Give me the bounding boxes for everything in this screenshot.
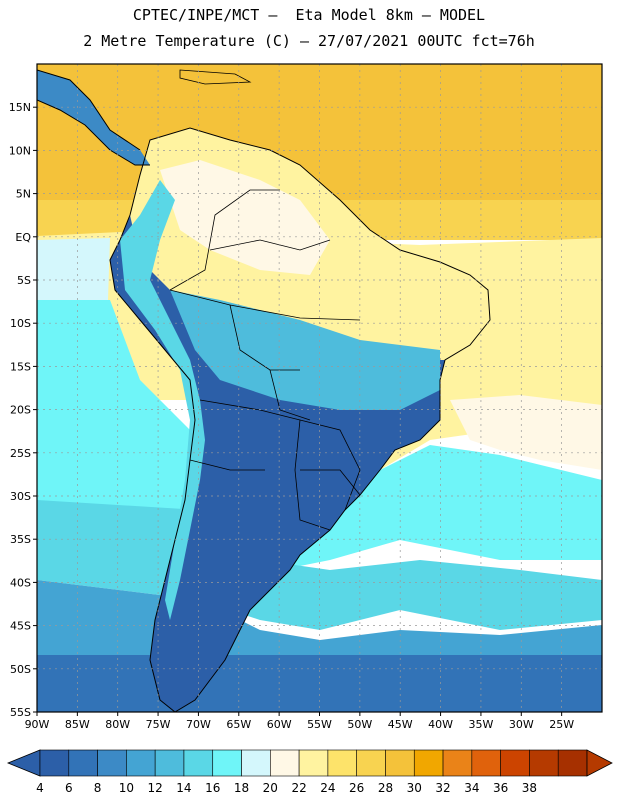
latitude-labels: 15N 10N 5N EQ 5S 10S 15S 20S 25S 30S 35S 40S 45S 50S 5… <box>9 101 37 719</box>
colorbar-tick-label: 14 <box>176 781 191 795</box>
colorbar-tick-label: 38 <box>522 781 537 795</box>
colorbar-box <box>557 749 588 777</box>
colorbar-tick-label: 22 <box>291 781 306 795</box>
lat-tick-label: 40S <box>10 576 31 589</box>
lon-tick-label: 80W <box>105 718 130 731</box>
colorbar-tick-label: 16 <box>205 781 220 795</box>
lat-tick-label: 5N <box>16 188 31 201</box>
lat-tick-label: 10S <box>10 317 31 330</box>
ocean-band-light-atlantic <box>450 395 602 470</box>
lon-tick-label: 85W <box>65 718 90 731</box>
lat-tick-label: 5S <box>17 274 31 287</box>
colorbar-box <box>97 749 127 777</box>
central-america <box>37 70 150 165</box>
colorbar-tick-label: 30 <box>407 781 422 795</box>
lat-tick-label: 25S <box>10 447 31 460</box>
colorbar-box <box>385 749 415 777</box>
lon-tick-label: 70W <box>186 718 211 731</box>
colorbar-tick-label: 6 <box>65 781 73 795</box>
lat-tick-label: 45S <box>10 620 31 633</box>
colorbar-tick-label: 8 <box>94 781 102 795</box>
lat-tick-label: 20S <box>10 404 31 417</box>
colorbar-box <box>413 749 444 777</box>
colorbar-low-arrow <box>6 749 41 777</box>
central-america-coast <box>37 69 150 166</box>
colorbar-box <box>270 749 300 777</box>
lon-tick-label: 60W <box>267 718 292 731</box>
lon-tick-label: 35W <box>468 718 493 731</box>
colorbar-box <box>442 749 473 777</box>
map-title-line-1: CPTEC/INPE/MCT – Eta Model 8km – MODEL <box>132 6 486 24</box>
colorbar-tick-label: 18 <box>234 781 249 795</box>
lon-tick-label: 65W <box>226 718 251 731</box>
ocean-band-pale <box>37 238 110 305</box>
lon-tick-label: 25W <box>549 718 574 731</box>
colorbar-box <box>212 749 242 777</box>
temperature-colorbar: 4 6 8 10 12 14 16 18 20 22 24 26 28 30 32 34 36 38 <box>6 749 613 795</box>
lat-tick-label: 15S <box>10 360 31 373</box>
lat-tick-label: 15N <box>9 101 31 114</box>
andes-cyan-strip <box>120 180 205 620</box>
colorbar-tick-label: 26 <box>349 781 364 795</box>
lat-lon-grid <box>37 64 602 712</box>
lon-tick-label: 55W <box>307 718 332 731</box>
colorbar-labels: 4 6 8 10 12 14 16 18 20 22 24 26 28 30 32 34 36 38 <box>36 781 537 795</box>
colorbar-tick-label: 34 <box>464 781 479 795</box>
colorbar-box <box>68 749 98 777</box>
coastline <box>109 127 491 712</box>
lat-tick-label: 35S <box>10 533 31 546</box>
colorbar-tick-label: 24 <box>320 781 335 795</box>
ocean-band-cyan <box>37 300 602 570</box>
lat-tick-label: 50S <box>10 663 31 676</box>
colorbar-tick-label: 36 <box>493 781 508 795</box>
lat-tick-label: 10N <box>9 144 31 157</box>
lon-tick-label: 90W <box>25 718 50 731</box>
colorbar-tick-label: 12 <box>148 781 163 795</box>
caribbean-islands <box>179 69 252 85</box>
colorbar-box <box>154 749 185 777</box>
colorbar-tick-label: 28 <box>378 781 393 795</box>
country-borders <box>169 189 361 531</box>
colorbar-boxes <box>6 749 613 777</box>
colorbar-box <box>241 749 271 777</box>
longitude-labels: 90W 85W 80W 75W 70W 65W 60W 55W 50W 45W 40W 35W 30W 2… <box>25 712 574 731</box>
map-title-line-2: 2 Metre Temperature (C) – 27/07/2021 00U… <box>83 32 535 50</box>
colorbar-box <box>298 749 329 777</box>
colorbar-box <box>39 749 70 777</box>
colorbar-box <box>183 749 214 777</box>
continent-central-cyan <box>170 290 440 410</box>
colorbar-box <box>327 749 357 777</box>
colorbar-tick-label: 4 <box>36 781 44 795</box>
colorbar-tick-label: 20 <box>263 781 278 795</box>
temperature-map: 15N 10N 5N EQ 5S 10S 15S 20S 25S 30S 35S 40S 45S 50S 5… <box>9 63 603 731</box>
colorbar-box <box>126 749 156 777</box>
colorbar-box <box>529 749 559 777</box>
lon-tick-label: 75W <box>146 718 171 731</box>
colorbar-tick-label: 32 <box>435 781 450 795</box>
colorbar-tick-label: 10 <box>119 781 134 795</box>
lon-tick-label: 45W <box>388 718 413 731</box>
lat-tick-label: 55S <box>10 706 31 719</box>
colorbar-box <box>471 749 501 777</box>
lon-tick-label: 50W <box>347 718 372 731</box>
lat-tick-label: 30S <box>10 490 31 503</box>
colorbar-box <box>500 749 530 777</box>
lon-tick-label: 40W <box>428 718 453 731</box>
colorbar-high-arrow <box>586 749 613 777</box>
lat-tick-label: EQ <box>15 231 31 244</box>
lon-tick-label: 30W <box>509 718 534 731</box>
colorbar-box <box>356 749 386 777</box>
continent-pale-north <box>160 160 330 275</box>
